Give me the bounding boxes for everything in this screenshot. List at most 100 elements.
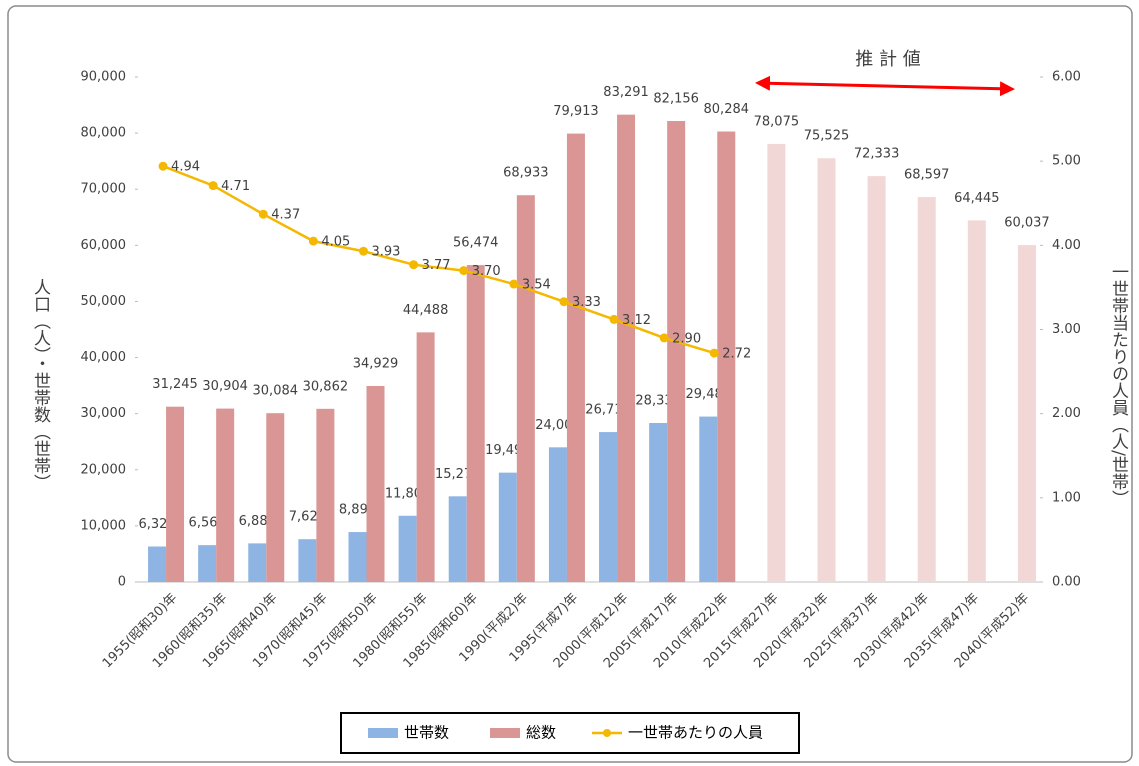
y-tick-label: 20,000 [81, 462, 127, 477]
value-label: 30,904 [202, 379, 248, 394]
value-label: 3.93 [372, 245, 401, 260]
value-label: 3.12 [622, 313, 651, 328]
bar [398, 515, 417, 582]
bar [967, 220, 986, 582]
bar [466, 265, 485, 582]
legend [340, 712, 800, 754]
legend-swatch [603, 729, 611, 737]
bar [366, 386, 385, 582]
bar [298, 539, 317, 582]
value-label: 4.37 [271, 208, 300, 223]
bar [1017, 245, 1036, 582]
line-point [509, 279, 519, 289]
y-tick-label: 90,000 [81, 70, 127, 85]
line-point [559, 297, 569, 307]
value-label: 56,474 [453, 236, 499, 251]
legend-label: 一世帯あたりの人員 [628, 724, 763, 742]
bar [148, 546, 167, 582]
value-label: 2.72 [722, 347, 751, 362]
bar [498, 472, 517, 582]
line-point [158, 161, 168, 171]
value-label: 72,333 [854, 147, 900, 162]
bar [416, 332, 435, 582]
y2-axis-title: 一世帯当たりの人員（人/世帯） [1108, 263, 1129, 507]
line-point [659, 333, 669, 343]
bar [767, 143, 786, 582]
value-label: 4.05 [321, 235, 350, 250]
legend-label: 世帯数 [404, 724, 449, 742]
y-axis-title: 人口（人）・世帯数（世帯） [30, 279, 51, 492]
bar [699, 416, 718, 582]
y-tick-label: 30,000 [81, 406, 127, 421]
value-label: 68,597 [904, 168, 950, 183]
bar [617, 114, 636, 582]
line-point [359, 246, 368, 256]
line-point [208, 181, 218, 191]
value-label: 82,156 [653, 92, 699, 107]
value-label: 31,245 [152, 377, 198, 392]
legend-swatch [490, 728, 520, 738]
annotation: 推 計 値 [855, 49, 920, 70]
value-label: 79,913 [553, 104, 599, 119]
y-tick-label: 70,000 [81, 182, 127, 197]
bar [667, 121, 686, 583]
bar [548, 447, 567, 582]
value-label: 2.90 [672, 331, 701, 346]
bar [566, 133, 585, 582]
y-tick-label: 50,000 [81, 294, 127, 309]
bar [867, 176, 886, 582]
bar [198, 545, 217, 582]
y2-tick-label: 4.00 [1052, 238, 1081, 253]
value-label: 44,488 [403, 303, 449, 318]
value-label: 34,929 [353, 357, 399, 372]
y2-tick-label: 2.00 [1052, 406, 1081, 421]
bar [717, 131, 736, 582]
bar [649, 423, 668, 582]
annotation-arrow [755, 75, 1015, 97]
y2-tick-label: 1.00 [1052, 490, 1081, 505]
value-label: 4.71 [221, 179, 250, 194]
y2-tick-label: 0.00 [1052, 575, 1081, 590]
line-point [258, 209, 268, 219]
value-label: 60,037 [1004, 216, 1050, 231]
legend-label: 総数 [526, 724, 556, 742]
bar [817, 158, 836, 583]
line-point [409, 260, 419, 270]
line-point [459, 266, 469, 276]
value-label: 3.70 [472, 264, 501, 279]
y-tick-label: 40,000 [81, 350, 127, 365]
value-label: 3.77 [422, 258, 451, 273]
bar [216, 408, 235, 582]
y2-tick-label: 5.00 [1052, 154, 1081, 169]
bar [166, 406, 185, 582]
value-label: 68,933 [503, 166, 549, 181]
value-label: 78,075 [754, 114, 800, 129]
value-label: 75,525 [804, 129, 850, 144]
bar [316, 408, 335, 582]
bar [917, 197, 936, 582]
line [162, 165, 715, 355]
value-label: 30,084 [253, 384, 299, 399]
bar [266, 413, 285, 582]
bar [516, 195, 535, 582]
value-label: 30,862 [303, 379, 349, 394]
y-tick-label: 80,000 [81, 126, 127, 141]
line-point [609, 314, 619, 324]
legend-swatch [368, 728, 398, 738]
bar [248, 543, 267, 582]
y-tick-label: 10,000 [81, 518, 127, 533]
value-label: 80,284 [704, 102, 750, 117]
y-tick-label: 60,000 [81, 238, 127, 253]
value-label: 3.33 [572, 295, 601, 310]
value-label: 4.94 [171, 160, 200, 175]
y-tick-label: 0 [118, 575, 126, 590]
y2-tick-label: 6.00 [1052, 70, 1081, 85]
bar [599, 432, 618, 582]
value-label: 64,445 [954, 191, 1000, 206]
y2-tick-label: 3.00 [1052, 322, 1081, 337]
value-label: 3.54 [522, 278, 551, 293]
bar [348, 532, 367, 582]
value-label: 83,291 [603, 85, 649, 100]
bar [448, 496, 467, 582]
